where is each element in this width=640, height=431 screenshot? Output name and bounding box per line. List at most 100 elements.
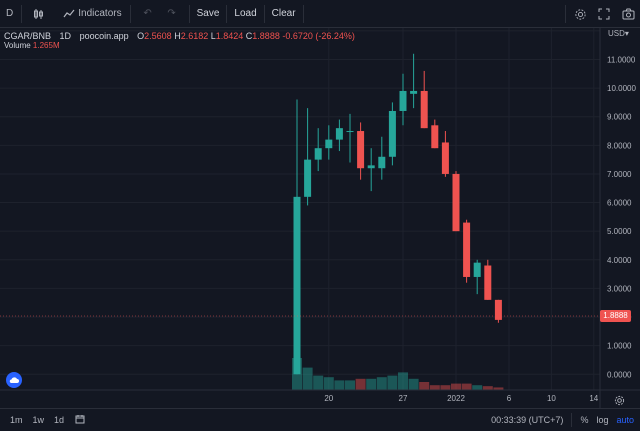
volume-bar (429, 385, 440, 390)
interval-label: D (6, 8, 14, 19)
top-toolbar: D Indicators ↶ ↷ Save Load Clear (0, 0, 640, 28)
redo-button[interactable]: ↷ (163, 0, 187, 28)
clear-button[interactable]: Clear (271, 8, 296, 19)
volume-bar (482, 386, 493, 390)
volume-bar (313, 375, 324, 390)
current-price-tag: 1.8888 (600, 310, 631, 322)
currency-label: USD (608, 29, 625, 38)
toolbar-right (563, 0, 640, 28)
candle-body (304, 159, 312, 197)
candle-body (357, 131, 365, 169)
volume-bar (398, 372, 408, 390)
volume-legend: Volume 1.265M (4, 41, 60, 50)
volume-bar (334, 380, 345, 390)
percent-toggle[interactable]: % (580, 415, 589, 425)
toolbar-divider (302, 4, 304, 23)
bottom-toolbar: 1m 1w 1d 00:33:39 (UTC+7) % log auto (0, 408, 640, 430)
candle-body (463, 222, 471, 277)
bottom-divider (571, 413, 573, 427)
camera-snapshot-icon[interactable] (619, 5, 637, 23)
volume-bar (323, 377, 334, 390)
candles-icon (30, 5, 48, 23)
close-value: 1.8888 (252, 31, 280, 41)
indicators-label: Indicators (78, 8, 122, 19)
volume-bar (451, 383, 461, 390)
settings-gear-icon[interactable] (571, 5, 589, 23)
volume-bar (440, 385, 451, 390)
volume-bar (472, 385, 483, 390)
volume-value: 1.265M (32, 41, 60, 50)
range-1m-button[interactable]: 1m (10, 414, 23, 425)
time-axis-ticks: 20 27 2022 6 10 14 (324, 394, 598, 403)
candle-body (346, 131, 354, 133)
log-toggle[interactable]: log (596, 415, 609, 425)
chart-type-button[interactable] (24, 0, 54, 28)
toolbar-divider (226, 4, 228, 23)
legend-source: poocoin.app (79, 31, 129, 41)
candle-body (452, 173, 460, 232)
indicators-button[interactable]: Indicators (54, 0, 127, 28)
symbol-name[interactable]: CGAR/BNB (4, 31, 52, 41)
high-value: 2.6182 (180, 31, 209, 41)
candle-body (314, 148, 322, 160)
time-tick-label: 14 (589, 394, 598, 403)
volume-bar (419, 382, 430, 390)
undo-icon: ↶ (143, 8, 152, 19)
candlesticks (293, 53, 502, 375)
toolbar-divider (565, 5, 566, 23)
chevron-down-icon: ▾ (624, 29, 629, 38)
load-button[interactable]: Load (234, 8, 257, 19)
candle-body (410, 90, 418, 94)
toolbar-divider (129, 4, 131, 23)
candle-body (325, 139, 333, 149)
price-tick-label: 3.0000 (607, 284, 632, 293)
toolbar-divider (21, 4, 23, 23)
range-1w-button[interactable]: 1w (32, 414, 45, 425)
candle-body (335, 128, 343, 140)
volume-bar (408, 378, 419, 390)
cloud-logo-icon[interactable] (6, 372, 22, 388)
volume-bars (292, 358, 504, 390)
volume-bar (493, 387, 504, 390)
open-value: 2.5608 (144, 31, 172, 41)
candle-body (388, 110, 396, 157)
volume-label: Volume (4, 41, 31, 50)
calendar-icon (74, 413, 86, 425)
volume-bar (302, 367, 313, 390)
price-tick-label: 0.0000 (607, 370, 632, 379)
price-tick-label: 6.0000 (607, 199, 632, 208)
low-label: L (210, 31, 216, 41)
price-tick-label: 1.0000 (607, 342, 632, 351)
time-tick-label: 6 (507, 394, 512, 403)
clock-time[interactable]: 00:33:39 (UTC+7) (491, 415, 564, 425)
time-tick-label: 2022 (447, 394, 465, 403)
volume-bar (376, 377, 387, 390)
symbol-legend: CGAR/BNB 1D poocoin.app O2.5608 H2.6182 … (4, 30, 355, 42)
bottom-right-controls: 00:33:39 (UTC+7) % log auto (491, 409, 634, 431)
interval-button[interactable]: D (0, 0, 19, 28)
currency-selector[interactable]: USD▾ (608, 29, 629, 38)
price-tick-label: 10.0000 (607, 84, 636, 93)
candle-body (494, 299, 502, 320)
range-1d-button[interactable]: 1d (54, 414, 65, 425)
fullscreen-icon[interactable] (595, 5, 613, 23)
time-axis-settings-icon[interactable] (610, 391, 628, 409)
undo-button[interactable]: ↶ (133, 0, 163, 28)
save-button[interactable]: Save (196, 8, 220, 19)
volume-bar (461, 383, 472, 390)
auto-toggle[interactable]: auto (616, 415, 634, 425)
candle-body (378, 156, 386, 169)
open-label: O (137, 31, 145, 41)
candle-body (431, 125, 439, 149)
high-label: H (174, 31, 181, 41)
volume-bar (355, 378, 366, 390)
candle-body (367, 165, 375, 169)
time-tick-label: 27 (399, 394, 408, 403)
toolbar-divider (188, 4, 190, 23)
price-tick-label: 5.0000 (607, 227, 632, 236)
goto-date-button[interactable] (69, 413, 91, 426)
candle-body (473, 262, 481, 277)
price-axis-ticks: 0.00001.00002.00003.00004.00005.00006.00… (607, 55, 636, 379)
toolbar-divider (263, 4, 265, 23)
